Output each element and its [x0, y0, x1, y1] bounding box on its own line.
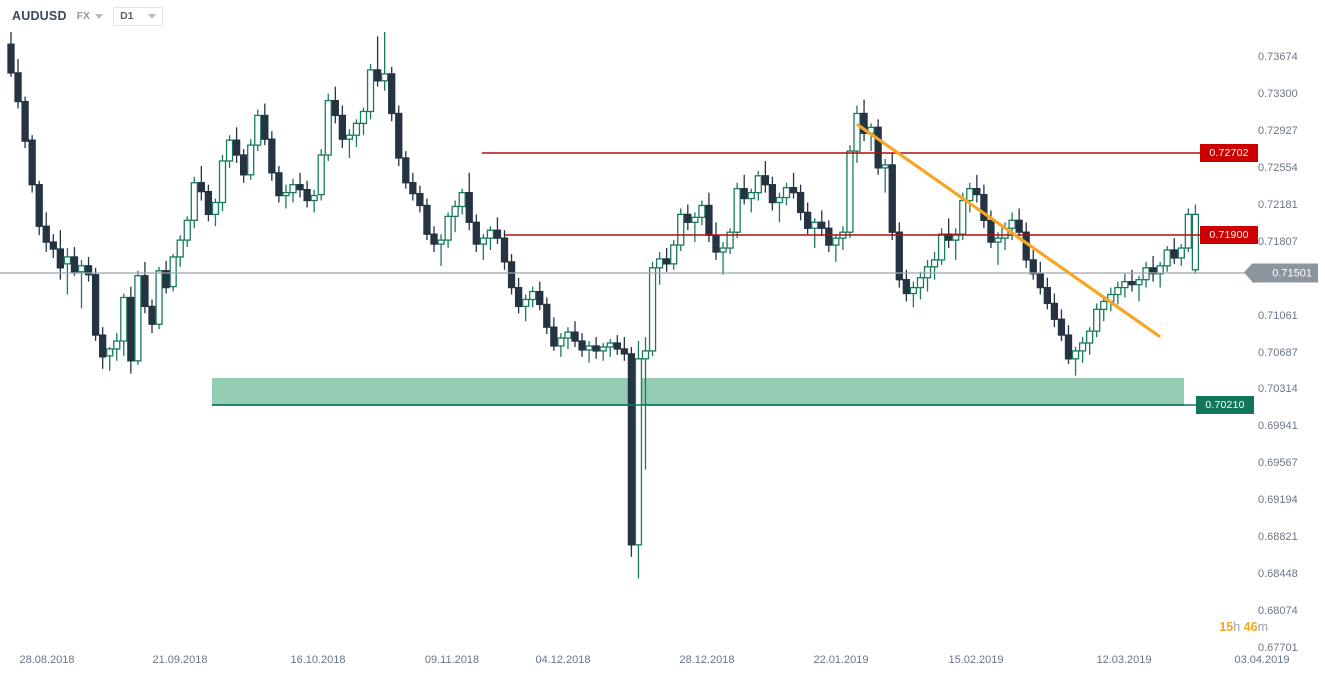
chart-plot-area[interactable]	[0, 32, 1250, 644]
timeframe-label: D1	[120, 10, 134, 22]
price-tick: 0.73300	[1258, 88, 1298, 100]
price-tick: 0.71807	[1258, 235, 1298, 248]
price-level-lines[interactable]	[212, 152, 1250, 406]
price-tick: 0.70687	[1258, 346, 1298, 359]
price-tick: 0.68448	[1258, 568, 1298, 581]
current-price-badge: 0.71501	[1244, 263, 1318, 283]
market-label: FX	[76, 10, 91, 22]
price-tick: 0.70314	[1258, 383, 1298, 396]
chevron-down-icon[interactable]	[95, 13, 104, 19]
candlestick-series	[7, 32, 1200, 579]
countdown-hours: 15	[1219, 620, 1234, 634]
time-axis[interactable]: 28.08.2018 21.09.2018 16.10.2018 09.11.2018…	[0, 644, 1325, 680]
time-tick: 15.02.2019	[948, 654, 1004, 666]
support-zone[interactable]	[212, 378, 1184, 406]
chart-header: AUDUSD FX D1	[0, 0, 1325, 32]
time-tick: 21.09.2018	[152, 654, 208, 666]
price-tick: 0.68821	[1258, 531, 1298, 544]
price-level-badge[interactable]: 0.70210	[1196, 396, 1254, 414]
price-level-badge[interactable]: 0.72702	[1200, 144, 1258, 162]
time-tick: 09.11.2018	[424, 654, 480, 666]
candlestick-svg	[0, 32, 1250, 579]
time-tick: 22.01.2019	[813, 654, 869, 666]
countdown-minutes: 46	[1243, 620, 1258, 634]
price-tick: 0.67701	[1258, 642, 1298, 654]
price-tick: 0.72927	[1258, 124, 1298, 137]
time-tick: 03.04.2019	[1234, 654, 1290, 666]
price-tick: 0.68074	[1258, 605, 1298, 618]
timeframe-selector[interactable]: D1	[113, 6, 163, 26]
downtrend-line[interactable]	[856, 123, 1161, 338]
time-tick: 16.10.2018	[290, 654, 346, 666]
price-tick: 0.69567	[1258, 457, 1298, 470]
price-tick: 0.73674	[1258, 51, 1298, 63]
price-tick: 0.69941	[1258, 420, 1298, 433]
countdown-hours-unit: h	[1233, 620, 1241, 634]
time-tick: 12.03.2019	[1096, 654, 1152, 666]
chevron-down-icon[interactable]	[147, 13, 156, 19]
time-tick: 28.08.2018	[19, 654, 75, 666]
bar-countdown: 15h 46m	[1219, 620, 1268, 634]
price-axis[interactable]: 0.73674 0.73300 0.72927 0.72554 0.72181 0.718…	[1250, 32, 1325, 654]
market-selector[interactable]: FX	[76, 10, 104, 22]
countdown-minutes-unit: m	[1257, 620, 1268, 634]
time-tick: 04.12.2018	[535, 654, 591, 666]
symbol-title: AUDUSD	[12, 9, 67, 23]
time-tick: 28.12.2018	[679, 654, 735, 666]
price-tick: 0.71061	[1258, 309, 1298, 322]
price-tick: 0.72181	[1258, 198, 1298, 211]
price-level-badge[interactable]: 0.71900	[1200, 226, 1258, 244]
price-tick: 0.72554	[1258, 161, 1298, 174]
price-tick: 0.69194	[1258, 494, 1298, 507]
